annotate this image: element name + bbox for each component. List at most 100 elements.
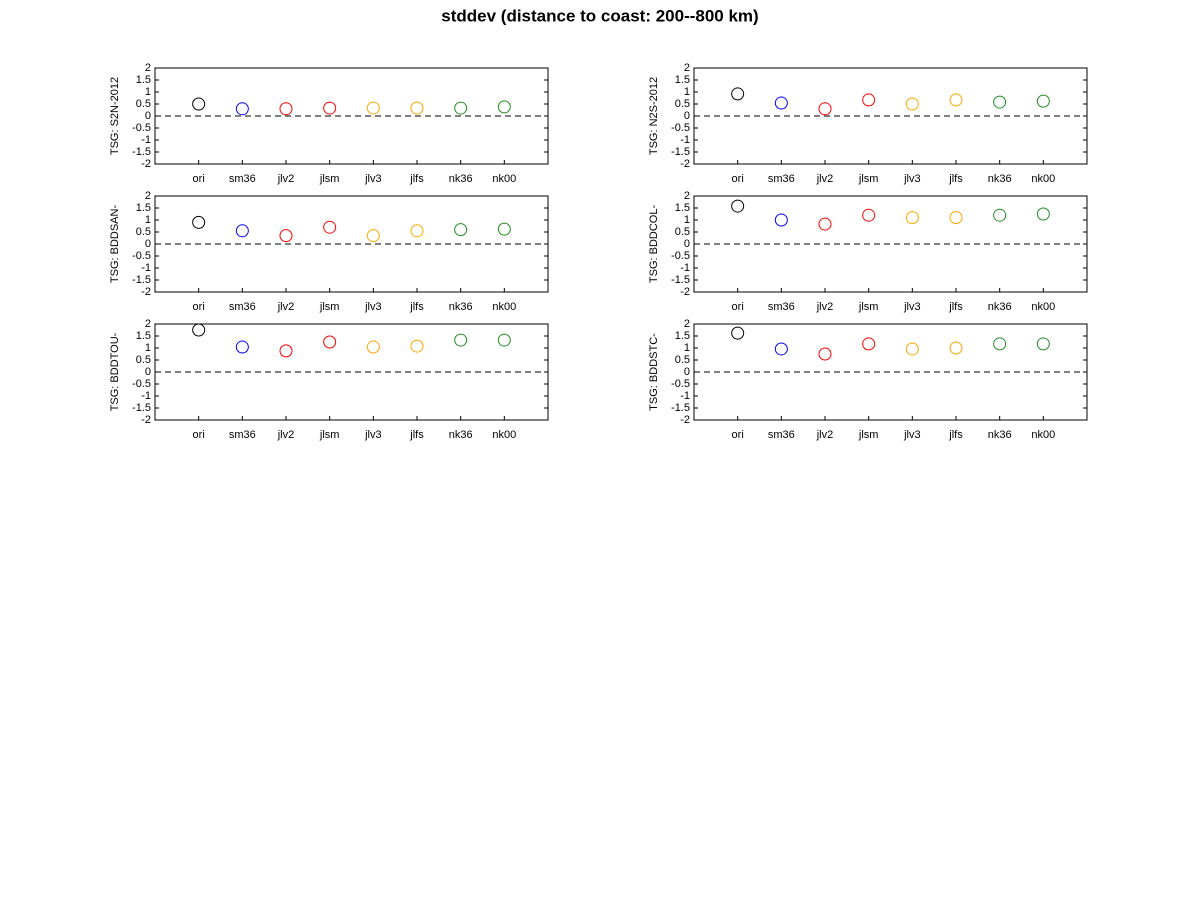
y-tick-label: 1 (684, 214, 690, 226)
y-tick-label: -1 (680, 134, 690, 146)
marker (774, 96, 788, 110)
y-tick-label: -2 (141, 158, 151, 170)
x-tick-label: jlv3 (364, 301, 382, 313)
x-tick-label: nk36 (988, 173, 1012, 185)
marker (949, 93, 963, 107)
x-tick-label: ori (193, 173, 205, 185)
x-tick-label: jlsm (319, 173, 340, 185)
y-tick-label: 2 (684, 190, 690, 202)
marker (497, 333, 511, 347)
y-tick-label: 1 (684, 342, 690, 354)
marker (454, 333, 468, 347)
y-tick-label: -1.5 (132, 402, 151, 414)
y-tick-label: -1.5 (132, 274, 151, 286)
y-tick-label: -0.5 (671, 250, 690, 262)
x-tick-label: jlv2 (277, 429, 295, 441)
y-tick-label: -1 (141, 390, 151, 402)
marker (410, 101, 424, 115)
y-tick-label: 1 (145, 86, 151, 98)
x-tick-label: jlfs (948, 173, 963, 185)
y-tick-label: 1.5 (675, 74, 690, 86)
y-tick-label: -2 (680, 414, 690, 426)
x-tick-label: nk36 (988, 429, 1012, 441)
marker (993, 337, 1007, 351)
marker (192, 97, 206, 111)
marker (774, 342, 788, 356)
y-tick-label: 1 (145, 342, 151, 354)
x-tick-label: jlv3 (903, 301, 921, 313)
y-tick-label: -1 (680, 390, 690, 402)
x-tick-label: nk36 (449, 301, 473, 313)
marker (279, 102, 293, 116)
marker (410, 339, 424, 353)
y-tick-label: -2 (141, 286, 151, 298)
y-tick-label: 2 (145, 318, 151, 330)
y-tick-label: 2 (145, 190, 151, 202)
x-tick-label: jlfs (948, 301, 963, 313)
y-tick-label: 1.5 (136, 74, 151, 86)
marker (497, 222, 511, 236)
marker (1036, 337, 1050, 351)
y-tick-label: -0.5 (671, 122, 690, 134)
y-tick-label: 0 (145, 110, 151, 122)
marker (818, 217, 832, 231)
y-tick-label: -1 (141, 134, 151, 146)
y-tick-label: -1 (141, 262, 151, 274)
marker (366, 340, 380, 354)
marker (235, 102, 249, 116)
marker (993, 95, 1007, 109)
marker (454, 101, 468, 115)
x-tick-label: ori (732, 429, 744, 441)
x-tick-label: nk00 (1031, 301, 1055, 313)
y-tick-label: 1.5 (136, 330, 151, 342)
y-tick-label: 0 (684, 110, 690, 122)
marker (731, 199, 745, 213)
marker (993, 208, 1007, 222)
marker (323, 101, 337, 115)
x-tick-label: ori (193, 301, 205, 313)
marker (235, 340, 249, 354)
x-tick-label: sm36 (768, 429, 795, 441)
y-axis-label: TSG: S2N-2012 (109, 77, 121, 155)
x-tick-label: nk00 (492, 301, 516, 313)
y-tick-label: 2 (145, 62, 151, 74)
marker (862, 93, 876, 107)
marker (1036, 94, 1050, 108)
y-axis-label: TSG: BDDSAN- (109, 205, 121, 284)
x-tick-label: jlv3 (364, 173, 382, 185)
y-axis-label: TSG: BDDTOU- (109, 332, 121, 411)
marker (279, 344, 293, 358)
marker (905, 211, 919, 225)
y-tick-label: 0 (684, 238, 690, 250)
y-tick-label: 0.5 (675, 354, 690, 366)
y-tick-label: -0.5 (132, 250, 151, 262)
y-tick-label: 0 (145, 366, 151, 378)
marker (366, 229, 380, 243)
x-tick-label: sm36 (768, 173, 795, 185)
y-tick-label: 1.5 (675, 202, 690, 214)
x-tick-label: jlv3 (903, 173, 921, 185)
marker (454, 223, 468, 237)
marker (410, 224, 424, 238)
y-tick-label: 0 (145, 238, 151, 250)
x-tick-label: ori (732, 301, 744, 313)
y-tick-label: 0.5 (136, 98, 151, 110)
y-tick-label: 1.5 (136, 202, 151, 214)
y-tick-label: -1.5 (671, 402, 690, 414)
y-tick-label: 1.5 (675, 330, 690, 342)
x-tick-label: jlv3 (364, 429, 382, 441)
y-tick-label: 2 (684, 62, 690, 74)
y-tick-label: 0 (684, 366, 690, 378)
marker (323, 220, 337, 234)
marker (862, 337, 876, 351)
x-tick-label: jlv2 (277, 173, 295, 185)
x-tick-label: nk36 (449, 173, 473, 185)
x-tick-label: jlv2 (277, 301, 295, 313)
marker (1036, 207, 1050, 221)
y-tick-label: 2 (684, 318, 690, 330)
x-tick-label: ori (732, 173, 744, 185)
x-tick-label: nk00 (492, 429, 516, 441)
x-tick-label: sm36 (229, 301, 256, 313)
